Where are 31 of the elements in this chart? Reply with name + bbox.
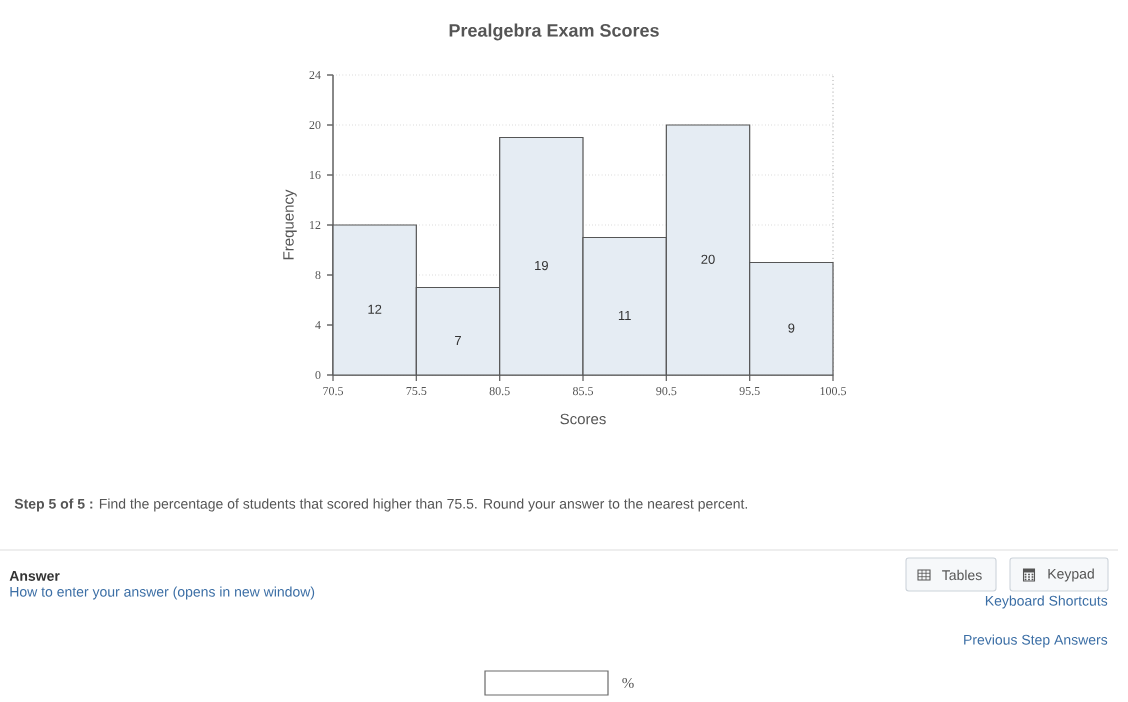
y-tick-label: 24 [309,71,321,79]
y-tick-label: 0 [315,370,321,380]
x-tick-label: 75.5 [406,387,427,396]
text: Answer [9,571,60,581]
x-tick-label: 100.5 [820,387,847,396]
x-axis-title: Scores [560,413,606,425]
data-label: 20 [701,254,715,264]
data-label: 19 [535,260,548,271]
text: Step 5 of 5 : Find the percentage of students that scored higher than 75.5. Round your answer to the nearest percent. [14,498,748,512]
text: % [622,677,634,689]
x-tick-label: 80.5 [489,387,510,396]
data-label: 7 [455,335,461,345]
data-label: 11 [618,310,631,320]
y-tick-label: 20 [309,120,321,130]
x-tick-label: 85.5 [572,387,594,396]
y-tick-label: 12 [310,221,321,229]
text: Keyboard Shortcuts [985,595,1108,609]
text: Keypad [1048,568,1094,582]
y-tick-label: 16 [310,170,321,180]
text: How to enter your answer (opens in new window) [10,586,315,600]
x-tick-label: 90.5 [656,387,677,396]
x-tick-label: 95.5 [739,387,760,396]
x-tick-label: 70.5 [323,387,344,396]
data-label: 9 [788,323,795,333]
y-tick-label: 4 [315,321,321,329]
y-tick-label: 8 [315,270,321,280]
data-label: 12 [368,304,382,314]
chart-title: Prealgebra Exam Scores [449,23,659,41]
text: Tables [942,569,982,581]
text: Previous Step Answers [964,634,1108,648]
y-axis-title: Frequency [283,189,297,260]
